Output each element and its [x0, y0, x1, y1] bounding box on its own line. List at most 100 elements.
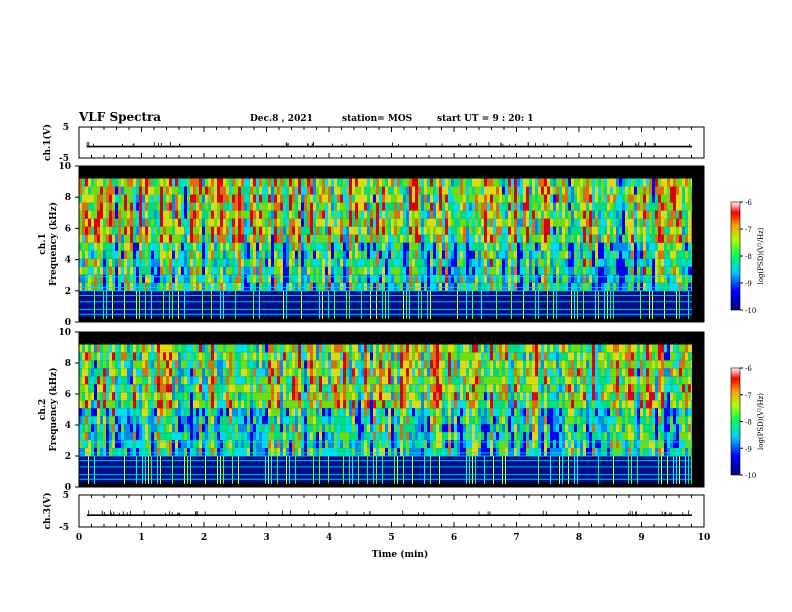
spectrogram-cell — [94, 448, 97, 456]
spectrogram-cell — [265, 266, 268, 275]
spectrogram-cell — [643, 202, 646, 211]
spectrogram-cell — [175, 218, 178, 227]
spectrogram-cell — [337, 400, 340, 409]
spectrogram-cell — [79, 392, 82, 401]
spectrogram-cell — [391, 400, 394, 409]
spectrogram-cell — [454, 274, 457, 283]
spectrogram-cell — [265, 344, 268, 353]
spectrogram-cell — [136, 258, 139, 267]
spectrogram-cell — [415, 202, 418, 211]
spectrogram-cell — [259, 234, 262, 243]
spectrogram-cell — [340, 376, 343, 385]
spectrogram-cell — [253, 424, 256, 433]
spectrogram-cell — [487, 218, 490, 227]
spectrogram-cell — [349, 258, 352, 267]
spectrogram-cell — [103, 352, 106, 361]
spectrogram-cell — [340, 408, 343, 417]
spectrogram-cell — [133, 202, 136, 211]
spectrogram-cell — [331, 392, 334, 401]
spectrogram-cell — [106, 282, 109, 291]
spectrogram-cell — [187, 416, 190, 425]
spectrogram-cell — [550, 178, 553, 187]
spectrogram-cell — [373, 344, 376, 353]
spectrogram-cell — [403, 424, 406, 433]
spectrogram-cell — [205, 250, 208, 259]
spectrogram-cell — [403, 448, 406, 456]
spectrogram-cell — [145, 274, 148, 283]
spectrogram-cell — [172, 400, 175, 409]
spectrogram-cell — [559, 186, 562, 195]
spectrogram-cell — [298, 408, 301, 417]
spectrogram-cell — [685, 218, 688, 227]
spectrogram-cell — [352, 210, 355, 219]
spectrogram-cell — [115, 242, 118, 251]
spectrogram-cell — [526, 242, 529, 251]
spectrogram-cell — [361, 352, 364, 361]
spectrogram-cell — [184, 392, 187, 401]
spectrogram-cell — [190, 258, 193, 267]
spectrogram-cell — [301, 408, 304, 417]
spectrogram-cell — [433, 376, 436, 385]
spectrogram-cell — [232, 448, 235, 456]
spectrogram-cell — [310, 266, 313, 275]
spectrogram-cell — [445, 218, 448, 227]
spectrogram-cell — [118, 432, 121, 441]
spectrogram-cell — [613, 210, 616, 219]
spectrogram-cell — [265, 352, 268, 361]
spectrogram-cell — [220, 416, 223, 425]
spectrogram-cell — [370, 202, 373, 211]
spectrogram-cell — [163, 194, 166, 203]
spectrogram-spike — [577, 290, 578, 319]
spectrogram-spike — [238, 456, 239, 484]
spectrogram-cell — [583, 226, 586, 235]
spectrogram-cell — [142, 416, 145, 425]
spectrogram-cell — [673, 202, 676, 211]
spectrogram-cell — [316, 344, 319, 353]
spectrogram-cell — [532, 282, 535, 291]
spectrogram-cell — [331, 408, 334, 417]
spectrogram-cell — [94, 408, 97, 417]
spectrogram-cell — [253, 400, 256, 409]
spectrogram-cell — [460, 266, 463, 275]
spectrogram-cell — [178, 440, 181, 449]
spectrogram-top-band — [79, 166, 704, 179]
spectrogram-cell — [346, 234, 349, 243]
spectrogram-cell — [448, 282, 451, 291]
spectrogram-cell — [295, 210, 298, 219]
spectrogram-cell — [610, 186, 613, 195]
spectrogram-cell — [544, 218, 547, 227]
spectrogram-cell — [235, 226, 238, 235]
spectrogram-cell — [226, 424, 229, 433]
spectrogram-cell — [319, 194, 322, 203]
spectrogram-cell — [361, 282, 364, 291]
spectrogram-cell — [292, 392, 295, 401]
spectrogram-cell — [667, 178, 670, 187]
spectrogram-cell — [235, 424, 238, 433]
spectrogram-cell — [253, 234, 256, 243]
spectrogram-cell — [238, 242, 241, 251]
spectrogram-cell — [241, 266, 244, 275]
spectrogram-cell — [121, 392, 124, 401]
spectrogram-cell — [496, 234, 499, 243]
spectrogram-cell — [82, 250, 85, 259]
spectrogram-cell — [226, 392, 229, 401]
spectrogram-cell — [115, 376, 118, 385]
spectrogram-cell — [454, 266, 457, 275]
spectrogram-cell — [574, 250, 577, 259]
spectrogram-cell — [304, 360, 307, 369]
spectrogram-cell — [403, 384, 406, 393]
spectrogram-cell — [535, 194, 538, 203]
spectrogram-cell — [391, 242, 394, 251]
spectrogram-cell — [250, 258, 253, 267]
spectrogram-cell — [406, 448, 409, 456]
spectrogram-cell — [91, 360, 94, 369]
spectrogram-cell — [349, 448, 352, 456]
spectrogram-cell — [646, 202, 649, 211]
spectrogram-cell — [520, 282, 523, 291]
spectrogram-cell — [367, 384, 370, 393]
spectrogram-cell — [160, 242, 163, 251]
spectrogram-cell — [262, 352, 265, 361]
spectrogram-cell — [136, 400, 139, 409]
spectrogram-cell — [544, 258, 547, 267]
spectrogram-cell — [481, 274, 484, 283]
